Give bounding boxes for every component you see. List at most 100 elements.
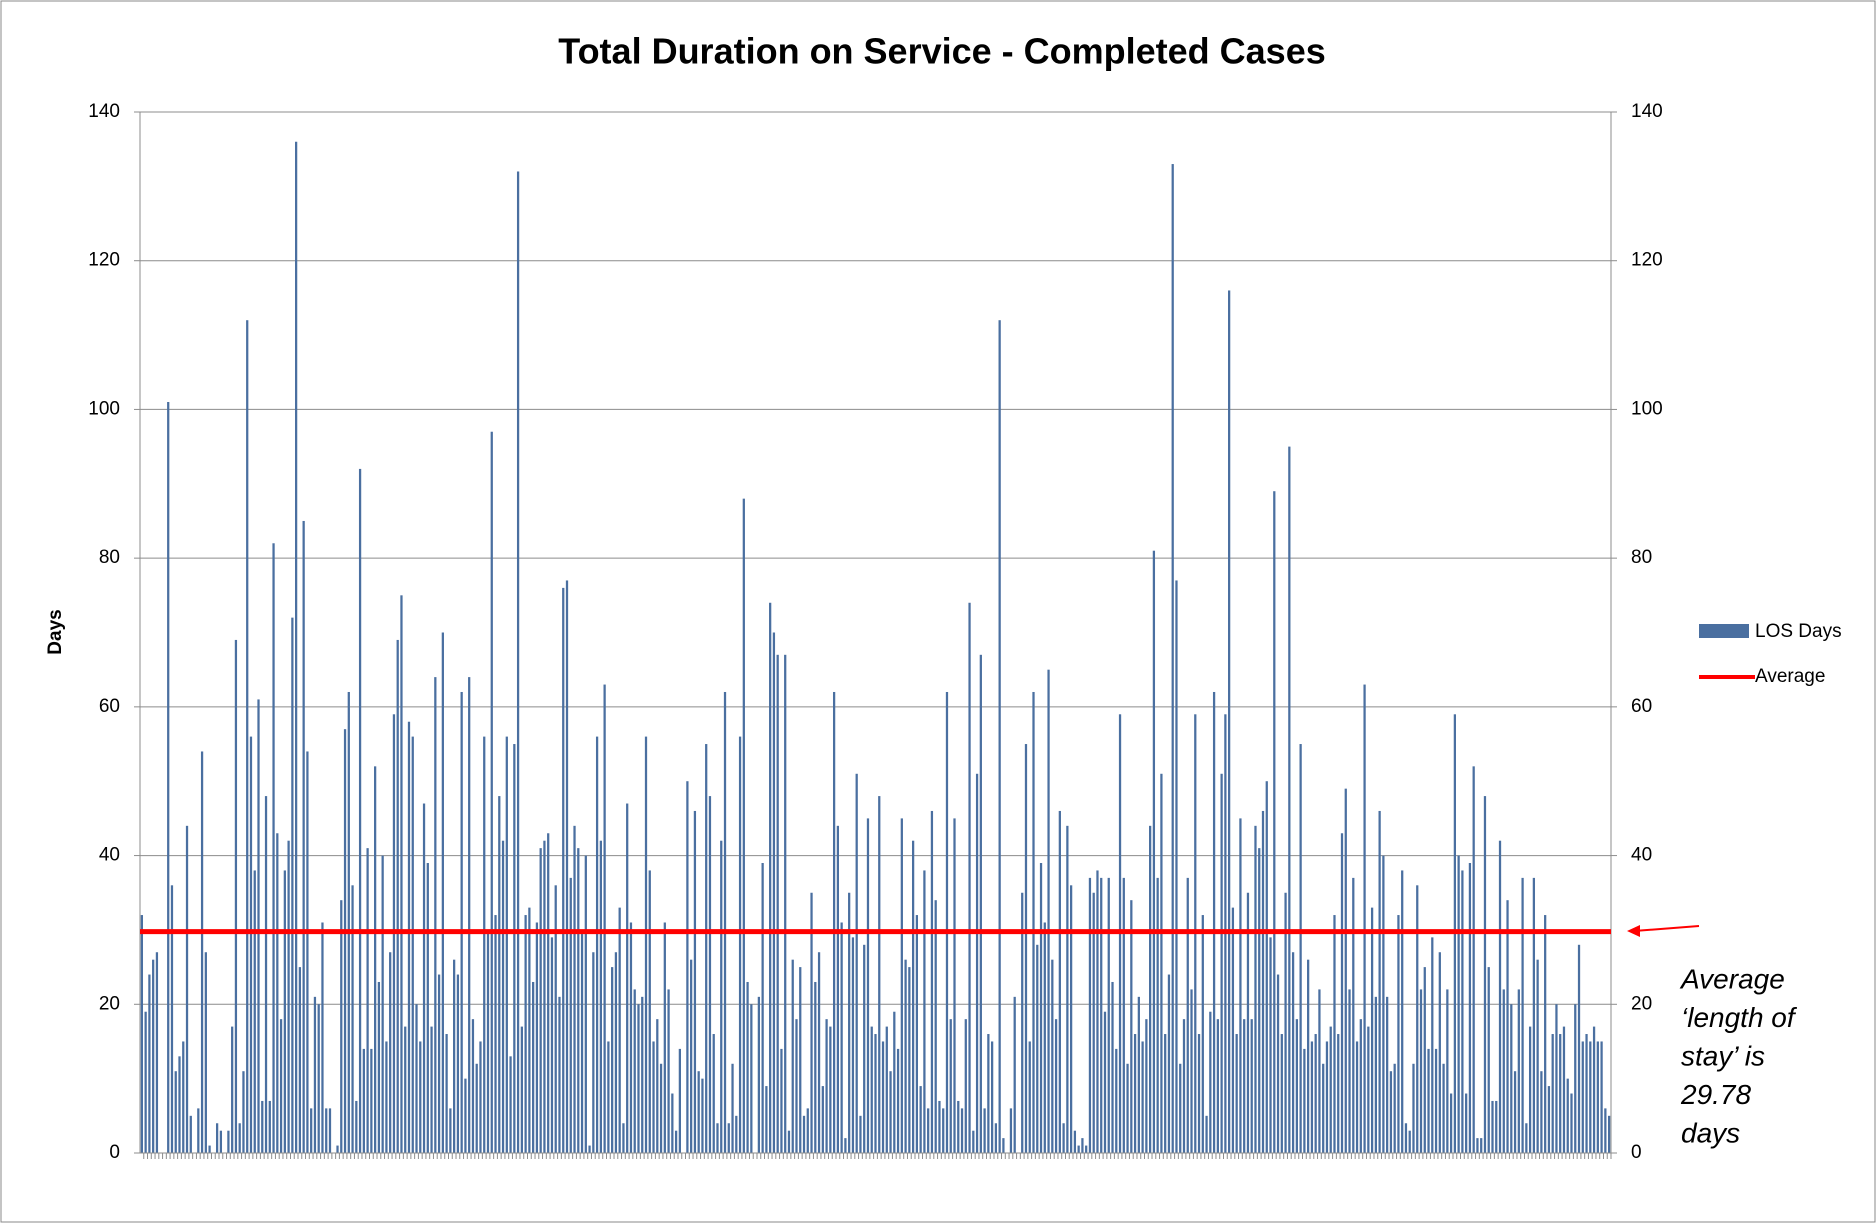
bar — [1340, 833, 1344, 1153]
bar — [1393, 1063, 1396, 1153]
bar — [1389, 1071, 1393, 1153]
bar — [1051, 959, 1054, 1153]
bar — [276, 833, 279, 1153]
bar — [915, 915, 919, 1153]
bar — [964, 1019, 967, 1153]
bar — [1096, 870, 1099, 1153]
bar — [148, 974, 151, 1153]
bar — [291, 617, 294, 1153]
bar — [923, 870, 926, 1153]
bar — [1307, 959, 1310, 1153]
bar — [1216, 1019, 1219, 1153]
bar — [1355, 1041, 1359, 1153]
bar — [1547, 1086, 1551, 1153]
bar — [1498, 840, 1502, 1153]
bar — [885, 1026, 888, 1153]
bar — [374, 766, 377, 1153]
bar — [1483, 796, 1487, 1153]
bar — [1107, 877, 1110, 1153]
bar — [464, 1078, 467, 1153]
bar — [490, 431, 493, 1153]
bar — [234, 639, 238, 1153]
bar — [791, 959, 794, 1153]
bar — [1457, 855, 1460, 1153]
bar — [889, 1071, 892, 1153]
bar — [584, 855, 587, 1153]
bar — [1318, 989, 1321, 1153]
bar — [840, 922, 843, 1153]
bar — [667, 989, 670, 1153]
bar — [1476, 1138, 1479, 1153]
bar — [377, 981, 381, 1153]
bar — [231, 1026, 234, 1153]
bar — [1540, 1071, 1543, 1153]
bar — [870, 1026, 873, 1153]
bar — [1182, 1019, 1186, 1153]
bar — [1528, 1026, 1532, 1153]
bar — [287, 840, 290, 1153]
bar — [738, 736, 742, 1153]
bar — [1607, 1115, 1611, 1153]
bar — [1506, 900, 1509, 1153]
bar — [351, 885, 354, 1153]
bar — [170, 885, 174, 1153]
bar — [313, 996, 317, 1153]
y2-tick-label: 60 — [1631, 696, 1652, 717]
bar — [445, 1034, 448, 1153]
bar — [1265, 781, 1268, 1153]
bar — [200, 751, 204, 1153]
bar — [1021, 892, 1024, 1153]
bar — [652, 1041, 655, 1153]
y2-tick-label: 100 — [1631, 398, 1663, 419]
bar — [1577, 944, 1581, 1153]
bar — [498, 796, 501, 1153]
bar — [215, 1123, 219, 1153]
bar — [987, 1034, 990, 1153]
bar — [1077, 1145, 1080, 1153]
bar — [227, 1130, 230, 1153]
bar — [310, 1108, 313, 1153]
bar — [1536, 959, 1539, 1153]
bar — [1333, 915, 1336, 1153]
bar — [449, 1108, 452, 1153]
bar — [1254, 825, 1257, 1153]
bar — [968, 602, 971, 1153]
bar — [919, 1086, 922, 1153]
bar — [836, 825, 840, 1153]
bar — [686, 781, 689, 1153]
y-tick-label: 80 — [99, 547, 120, 568]
bar — [1517, 989, 1520, 1153]
bar — [787, 1130, 791, 1153]
bar — [769, 602, 772, 1153]
bar — [979, 654, 982, 1153]
bar — [765, 1086, 768, 1153]
y2-tick-label: 20 — [1631, 993, 1652, 1014]
bar — [1461, 870, 1464, 1153]
bar — [1348, 989, 1351, 1153]
y2-tick-label: 40 — [1631, 845, 1652, 866]
bar — [434, 677, 437, 1153]
bar — [960, 1108, 964, 1153]
bar — [1126, 1063, 1129, 1153]
bar — [268, 1100, 271, 1153]
bar — [189, 1115, 192, 1153]
bar — [580, 929, 584, 1153]
bar — [1416, 885, 1419, 1153]
bar — [253, 870, 256, 1153]
y-tick-label: 40 — [99, 845, 120, 866]
bar — [155, 952, 159, 1153]
bar — [806, 1108, 809, 1153]
bar — [817, 952, 821, 1153]
bar — [1175, 580, 1178, 1153]
bar — [1122, 877, 1125, 1153]
bar — [505, 736, 508, 1153]
bar — [1589, 1041, 1592, 1153]
bar — [611, 967, 614, 1153]
legend-label: Average — [1755, 666, 1825, 687]
bar — [328, 1108, 332, 1153]
bar — [1596, 1041, 1599, 1153]
y-tick-label: 140 — [88, 101, 120, 122]
bar — [389, 952, 392, 1153]
bar — [674, 1130, 678, 1153]
bar — [1510, 1004, 1513, 1153]
